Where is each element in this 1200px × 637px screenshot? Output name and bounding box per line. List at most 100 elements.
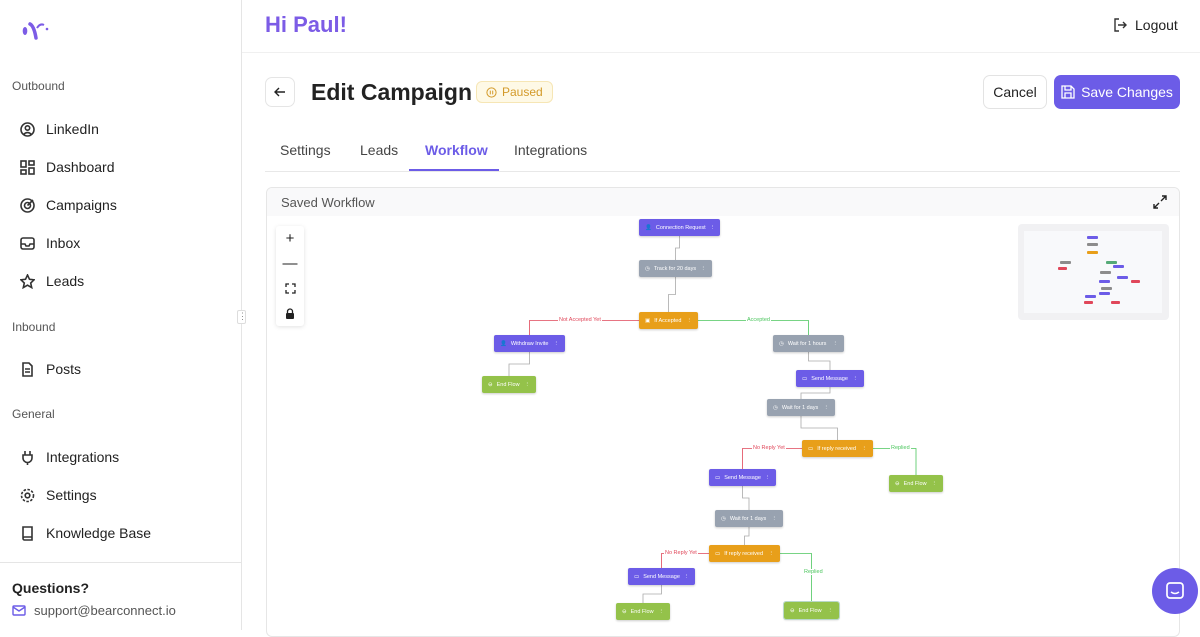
save-label: Save Changes <box>1081 84 1173 100</box>
sidebar-item-settings[interactable]: Settings <box>20 487 97 503</box>
node-menu-icon[interactable]: ⋮ <box>553 340 560 347</box>
sidebar-item-linkedin[interactable]: LinkedIn <box>20 121 99 137</box>
support-email-link[interactable]: support@bearconnect.io <box>12 603 176 618</box>
minimap-viewport <box>1024 231 1162 313</box>
positive-branch-edge <box>698 320 809 335</box>
workflow-node-wait[interactable]: ◷ Track for 20 days ⋮ <box>639 260 712 277</box>
workflow-node-end[interactable]: ⊖ End Flow ⋮ <box>482 376 536 393</box>
node-menu-icon[interactable]: ⋮ <box>686 317 693 324</box>
workflow-node-condition[interactable]: ▭ If reply received ⋮ <box>802 440 873 457</box>
workflow-edge <box>642 585 662 603</box>
logout-label: Logout <box>1135 17 1178 33</box>
sidebar-item-leads[interactable]: Leads <box>20 273 84 289</box>
workflow-node-action[interactable]: 👤 Connection Request ⋮ <box>639 219 720 236</box>
condition-node-icon: ▭ <box>715 550 721 557</box>
logout-button[interactable]: Logout <box>1113 17 1178 33</box>
node-menu-icon[interactable]: ⋮ <box>683 573 690 580</box>
dashboard-icon <box>20 159 35 175</box>
workflow-edge <box>742 486 750 510</box>
workflow-node-action[interactable]: ▭ Send Message ⋮ <box>628 568 695 585</box>
tab-integrations[interactable]: Integrations <box>514 142 588 158</box>
sidebar: Outbound LinkedIn Dashboard Campaigns Inbox L… <box>0 0 242 630</box>
node-label: End Flow <box>630 608 654 615</box>
workflow-node-action[interactable]: 👤 Withdraw Invite ⋮ <box>494 335 565 352</box>
node-menu-icon[interactable]: ⋮ <box>832 340 839 347</box>
sidebar-item-inbox[interactable]: Inbox <box>20 235 80 251</box>
sidebar-item-dashboard[interactable]: Dashboard <box>20 159 115 175</box>
status-badge: Paused <box>476 81 553 103</box>
minimap-node <box>1084 301 1093 304</box>
arrow-left-icon <box>274 87 285 97</box>
negative-branch-edge <box>529 320 639 335</box>
fit-view-button[interactable] <box>276 276 304 301</box>
chat-icon <box>1166 582 1184 599</box>
minimap-node <box>1101 287 1112 290</box>
leads-icon <box>20 273 35 289</box>
node-menu-icon[interactable]: ⋮ <box>827 607 834 614</box>
node-label: Send Message <box>643 573 680 580</box>
node-label: Connection Request <box>655 224 706 231</box>
zoom-in-button[interactable]: + <box>285 230 295 247</box>
workflow-node-wait[interactable]: ◷ Wait for 1 days ⋮ <box>767 399 835 416</box>
node-menu-icon[interactable]: ⋮ <box>700 265 707 272</box>
workflow-edge <box>800 416 838 440</box>
node-menu-icon[interactable]: ⋮ <box>771 515 778 522</box>
sidebar-item-knowledge-base[interactable]: Knowledge Base <box>20 525 151 541</box>
action-node-icon: ▭ <box>802 375 808 382</box>
logout-icon <box>1114 18 1127 32</box>
sidebar-resize-handle[interactable]: ⋮ <box>237 310 247 324</box>
sidebar-item-label: Leads <box>46 273 85 289</box>
minimap-node <box>1117 276 1128 279</box>
save-changes-button[interactable]: Save Changes <box>1054 75 1180 109</box>
end-node-icon: ⊖ <box>488 381 493 388</box>
workflow-node-wait[interactable]: ◷ Wait for 1 hours ⋮ <box>773 335 844 352</box>
action-node-icon: ▭ <box>715 474 721 481</box>
cancel-button[interactable]: Cancel <box>983 75 1047 109</box>
sidebar-item-campaigns[interactable]: Campaigns <box>20 197 117 213</box>
end-node-icon: ⊖ <box>622 608 627 615</box>
sidebar-item-label: Knowledge Base <box>46 525 152 541</box>
workflow-node-end[interactable]: ⊖ End Flow ⋮ <box>889 475 943 492</box>
workflow-title: Saved Workflow <box>281 195 375 210</box>
sidebar-item-label: Settings <box>46 487 97 503</box>
workflow-edge <box>668 277 676 312</box>
node-menu-icon[interactable]: ⋮ <box>931 480 938 487</box>
node-label: End Flow <box>798 607 822 614</box>
workflow-edge <box>675 236 680 260</box>
minimap[interactable] <box>1018 224 1169 320</box>
minimap-node <box>1100 271 1111 274</box>
node-menu-icon[interactable]: ⋮ <box>524 381 531 388</box>
linkedin-icon <box>20 121 35 137</box>
node-menu-icon[interactable]: ⋮ <box>709 224 716 231</box>
tab-workflow[interactable]: Workflow <box>425 142 488 158</box>
zoom-out-button[interactable]: — <box>282 255 298 272</box>
wait-node-icon: ◷ <box>645 265 650 272</box>
workflow-node-action[interactable]: ▭ Send Message ⋮ <box>709 469 776 486</box>
sidebar-item-integrations[interactable]: Integrations <box>20 449 119 465</box>
sidebar-item-posts[interactable]: Posts <box>20 361 81 377</box>
back-button[interactable] <box>265 77 295 107</box>
workflow-node-end[interactable]: ⊖ End Flow ⋮ <box>783 601 840 620</box>
workflow-node-end[interactable]: ⊖ End Flow ⋮ <box>616 603 670 620</box>
node-menu-icon[interactable]: ⋮ <box>764 474 771 481</box>
tab-settings[interactable]: Settings <box>280 142 331 158</box>
chat-support-button[interactable] <box>1152 568 1198 614</box>
inbox-icon <box>20 236 35 250</box>
tabs-divider <box>265 171 1180 172</box>
node-menu-icon[interactable]: ⋮ <box>861 445 868 452</box>
node-menu-icon[interactable]: ⋮ <box>852 375 859 382</box>
node-menu-icon[interactable]: ⋮ <box>658 608 665 615</box>
workflow-node-condition[interactable]: ▭ If reply received ⋮ <box>709 545 780 562</box>
workflow-node-condition[interactable]: ▣ If Accepted ⋮ <box>639 312 698 329</box>
fullscreen-icon[interactable] <box>1153 195 1167 209</box>
condition-node-icon: ▣ <box>645 317 651 324</box>
workflow-node-wait[interactable]: ◷ Wait for 1 days ⋮ <box>715 510 783 527</box>
node-menu-icon[interactable]: ⋮ <box>823 404 830 411</box>
workflow-node-action[interactable]: ▭ Send Message ⋮ <box>796 370 864 387</box>
node-label: Send Message <box>811 375 848 382</box>
node-menu-icon[interactable]: ⋮ <box>768 550 775 557</box>
lock-button[interactable] <box>276 301 304 326</box>
tab-leads[interactable]: Leads <box>360 142 399 158</box>
minimap-node <box>1106 261 1117 264</box>
positive-branch-edge <box>780 553 812 602</box>
